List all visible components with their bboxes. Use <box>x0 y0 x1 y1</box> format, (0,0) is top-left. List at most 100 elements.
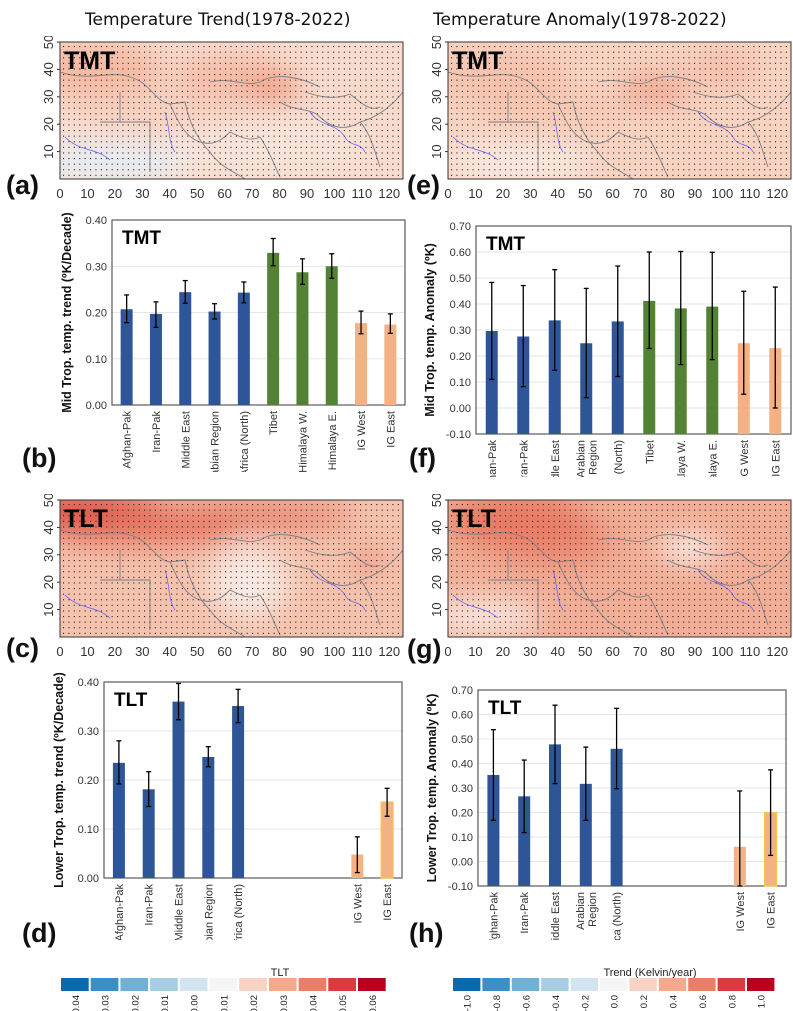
x-tick-label: 60 <box>605 186 619 201</box>
y-axis-title: Lower Trop. temp. trend (ºK/Decade) <box>52 672 66 888</box>
map-frame <box>447 499 792 638</box>
x-tick-label: 120 <box>766 644 788 659</box>
y-tick-label: 30 <box>429 548 444 562</box>
left-column-title: Temperature Trend(1978-2022) <box>85 10 351 30</box>
y-tick-label: 0.00 <box>78 873 99 885</box>
colorbar-swatch <box>600 978 628 991</box>
significance-dots <box>451 504 787 634</box>
x-category-label: IG West <box>739 440 751 477</box>
x-category-label: Himalaya W. <box>676 440 688 477</box>
panel-label-h: (h) <box>409 918 444 948</box>
y-tick-label: 50 <box>41 494 56 507</box>
bar-iran-pak <box>518 796 531 886</box>
x-tick-label: 20 <box>108 644 122 659</box>
colorbar-swatch <box>541 978 569 991</box>
colorbar-swatch <box>90 978 119 991</box>
y-tick-label: 0.00 <box>86 400 107 412</box>
country-border <box>169 561 261 602</box>
significance-dots <box>451 46 787 176</box>
map-borders <box>448 529 791 637</box>
bar-chart-f: -0.10 0.00 0.10 0.20 0.30 0.40 0.50 0.60 0.70 Afg… <box>423 221 792 477</box>
bar-himalaya-e <box>706 306 719 434</box>
x-category-label: Iran-Pak <box>518 440 530 477</box>
x-tick-label: 40 <box>551 186 565 201</box>
map-color-patch <box>490 516 611 567</box>
x-category-label: Iran-Pak <box>144 884 156 926</box>
chart-variable-label: TLT <box>488 698 522 719</box>
colorbar-swatch <box>150 978 178 991</box>
x-category-label: Africa (North) <box>613 440 625 477</box>
y-tick-label: 40 <box>41 62 56 76</box>
y-tick-label: 50 <box>429 36 444 49</box>
colorbar-tick-label: 1.0 <box>757 995 768 1008</box>
x-category-label: Middle East <box>180 411 192 468</box>
x-tick-label: 60 <box>217 644 231 659</box>
country-border <box>557 103 649 144</box>
y-tick-label: 0.30 <box>450 325 471 337</box>
colorbar-tick-label: -0.2 <box>580 995 591 1011</box>
colorbar-swatch <box>747 978 775 991</box>
x-category-label: Himalaya W. <box>297 411 309 472</box>
bar-arabian-region <box>579 783 592 886</box>
country-border <box>169 103 261 144</box>
colorbar-tick-label: -0.6 <box>522 995 533 1011</box>
map-variable-label: TLT <box>452 505 496 533</box>
y-tick-label: 0.00 <box>450 403 471 415</box>
x-category-label: Middle East <box>550 892 562 940</box>
plot-frame <box>477 689 787 887</box>
panel-label-a: (a) <box>6 170 39 200</box>
bar-afghan-pak <box>487 775 500 886</box>
y-axis-title: Mid Trop. temp. Anomaly (ºK) <box>423 243 437 417</box>
y-axis-title: Lower Trop. temp. Anomaly (ºK) <box>425 694 439 883</box>
colorbar-trend-title: TLT <box>270 967 290 979</box>
colorbar-swatch <box>570 978 598 991</box>
x-category-label: Afghan-Pak <box>487 440 499 477</box>
colorbar-swatch <box>482 978 510 991</box>
bar-chart-h: -0.10 0.00 0.10 0.20 0.30 0.40 0.50 0.60 0.70 Afg… <box>425 685 787 940</box>
y-tick-label: 0.10 <box>86 354 107 366</box>
chart-variable-label: TLT <box>114 690 148 711</box>
panel-label-d: (d) <box>22 918 57 948</box>
x-tick-label: 100 <box>324 186 346 201</box>
x-category-label: Arabian <box>575 892 587 930</box>
x-tick-label: 100 <box>712 186 734 201</box>
bar-tibet <box>643 300 656 434</box>
y-tick-label: 40 <box>429 62 444 76</box>
y-tick-label: 0.00 <box>452 857 473 869</box>
x-category-label: Middle East <box>174 884 186 940</box>
x-tick-label: 120 <box>378 186 400 201</box>
bar-chart-d: 0.00 0.10 0.20 0.30 0.40 Afghan-Pak Iran-Pak Mi… <box>52 672 403 940</box>
x-tick-label: 90 <box>688 644 702 659</box>
colorbar-swatch <box>120 978 149 991</box>
map-variable-label: TLT <box>64 505 108 533</box>
colorbar-swatch <box>629 978 657 991</box>
colorbar-tick-label: 0.03 <box>279 995 290 1011</box>
x-category-label: Afghan-Pak <box>114 884 126 940</box>
y-tick-label: 40 <box>429 520 444 534</box>
y-tick-label: 0.60 <box>450 247 471 259</box>
x-category-label: IG West <box>356 411 368 451</box>
colorbar-swatch <box>511 978 540 991</box>
x-tick-label: 0 <box>56 644 63 659</box>
y-tick-label: 0.40 <box>78 677 99 689</box>
colorbar-swatch <box>358 978 386 991</box>
x-category-label: Afghan-Pak <box>122 411 134 469</box>
x-category-label: Africa (North) <box>612 892 624 940</box>
country-border <box>557 561 649 602</box>
x-tick-label: 50 <box>190 186 204 201</box>
colorbar-tick-label: -0.8 <box>492 995 503 1011</box>
x-tick-label: 10 <box>80 644 94 659</box>
bar-ig-east <box>384 324 397 405</box>
x-tick-label: 10 <box>468 644 482 659</box>
y-tick-label: 50 <box>429 494 444 507</box>
y-tick-label: 20 <box>429 575 444 589</box>
x-category-label: Arabian Region <box>203 884 215 940</box>
x-tick-label: 20 <box>496 186 510 201</box>
y-tick-label: 0.40 <box>450 299 471 311</box>
colorbar-tick-label: -0.01 <box>160 995 171 1011</box>
x-tick-label: 90 <box>688 186 702 201</box>
x-tick-label: 50 <box>190 644 204 659</box>
x-tick-label: 90 <box>300 644 314 659</box>
bar-ig-west <box>355 323 368 405</box>
country-border <box>488 534 709 630</box>
